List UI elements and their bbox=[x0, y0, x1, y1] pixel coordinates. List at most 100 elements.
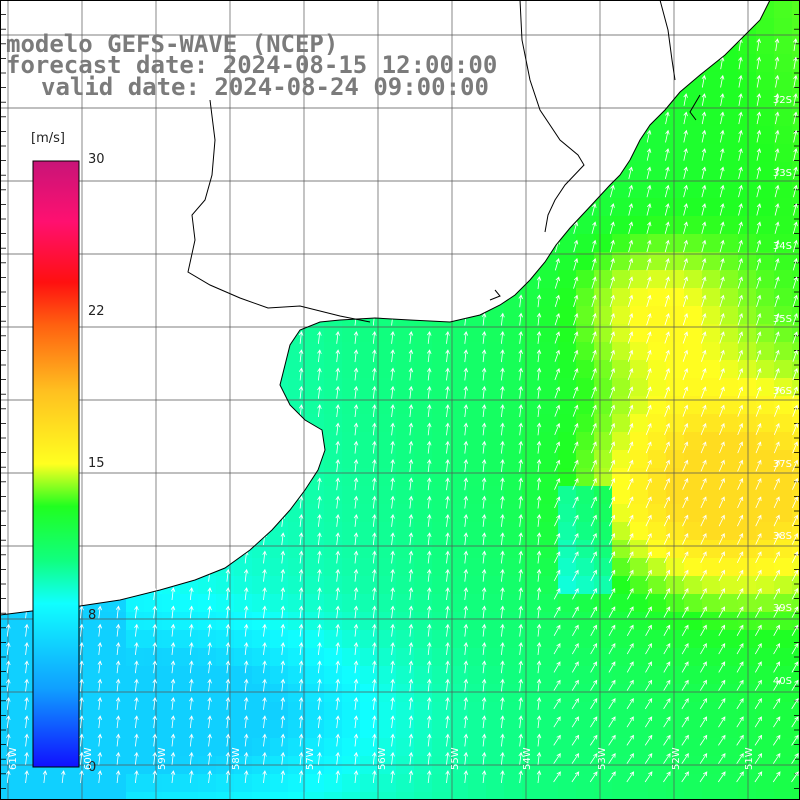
wind-arrow bbox=[372, 513, 377, 527]
speed-cell bbox=[594, 774, 612, 792]
speed-cell bbox=[774, 18, 792, 36]
wind-arrow bbox=[590, 661, 598, 673]
colorbar-tick-0: 0 bbox=[88, 760, 97, 775]
speed-cell bbox=[540, 522, 558, 540]
speed-cell bbox=[108, 738, 126, 756]
speed-cell bbox=[720, 108, 738, 126]
wind-arrow bbox=[755, 404, 762, 417]
wind-arrow bbox=[554, 459, 561, 472]
speed-cell bbox=[468, 612, 486, 630]
speed-cell bbox=[234, 774, 252, 792]
speed-cell bbox=[432, 432, 450, 450]
speed-cell bbox=[612, 414, 630, 432]
wind-arrow bbox=[481, 770, 487, 784]
wind-arrow bbox=[720, 148, 725, 161]
wind-arrow bbox=[298, 330, 304, 344]
speed-cell bbox=[558, 270, 576, 288]
wind-arrow bbox=[463, 513, 469, 527]
wind-arrow bbox=[754, 642, 762, 655]
wind-arrow bbox=[627, 514, 634, 527]
wind-arrow bbox=[553, 587, 561, 600]
speed-cell bbox=[396, 720, 414, 738]
speed-cell bbox=[630, 270, 648, 288]
speed-cell bbox=[612, 198, 630, 216]
wind-arrow bbox=[500, 605, 505, 619]
wind-arrow bbox=[683, 111, 688, 125]
wind-arrow bbox=[773, 551, 780, 563]
speed-cell bbox=[108, 774, 126, 792]
speed-cell bbox=[558, 612, 576, 630]
wind-arrow bbox=[335, 367, 340, 381]
wind-arrow bbox=[97, 678, 103, 692]
wind-arrow bbox=[390, 751, 395, 765]
speed-cell bbox=[738, 648, 756, 666]
wind-arrow bbox=[645, 496, 652, 509]
wind-arrow bbox=[298, 715, 304, 729]
speed-cell bbox=[216, 666, 234, 684]
speed-cell bbox=[378, 702, 396, 720]
wind-arrow bbox=[754, 771, 763, 783]
speed-cell bbox=[396, 648, 414, 666]
speed-cell bbox=[648, 630, 666, 648]
wind-arrow bbox=[500, 513, 505, 527]
wind-arrow bbox=[353, 495, 359, 509]
speed-cell bbox=[234, 612, 252, 630]
speed-cell bbox=[504, 720, 522, 738]
wind-arrow bbox=[390, 715, 395, 729]
speed-cell bbox=[288, 720, 306, 738]
wind-arrow bbox=[152, 733, 157, 747]
speed-cell bbox=[774, 108, 792, 126]
speed-cell bbox=[612, 342, 630, 360]
speed-cell bbox=[270, 738, 288, 756]
speed-cell bbox=[522, 666, 540, 684]
speed-cell bbox=[0, 774, 18, 792]
speed-cell bbox=[792, 360, 800, 378]
wind-arrow bbox=[518, 349, 523, 363]
wind-arrow bbox=[664, 257, 670, 271]
wind-arrow bbox=[408, 550, 414, 564]
speed-cell bbox=[414, 774, 432, 792]
speed-cell bbox=[702, 486, 720, 504]
speed-cell bbox=[612, 378, 630, 396]
speed-cell bbox=[576, 666, 594, 684]
speed-cell bbox=[90, 702, 108, 720]
speed-cell bbox=[576, 216, 594, 234]
wind-arrow bbox=[754, 679, 762, 691]
speed-cell bbox=[702, 774, 720, 792]
speed-cell bbox=[702, 162, 720, 180]
speed-cell bbox=[612, 180, 630, 198]
speed-cell bbox=[540, 792, 558, 800]
speed-cell bbox=[450, 648, 468, 666]
speed-cell bbox=[468, 450, 486, 468]
wind-arrow bbox=[445, 440, 450, 454]
speed-cell bbox=[450, 738, 468, 756]
speed-cell bbox=[720, 720, 738, 738]
speed-cell bbox=[774, 288, 792, 306]
speed-cell bbox=[756, 666, 774, 684]
speed-cell bbox=[594, 360, 612, 378]
wind-arrow bbox=[152, 623, 157, 637]
wind-arrow bbox=[665, 166, 670, 179]
wind-arrow bbox=[553, 716, 561, 728]
speed-cell bbox=[522, 396, 540, 414]
speed-cell bbox=[360, 468, 378, 486]
wind-arrow bbox=[298, 550, 304, 564]
speed-cell bbox=[720, 774, 738, 792]
wind-arrow bbox=[736, 551, 744, 563]
wind-arrow bbox=[536, 513, 542, 527]
wind-arrow bbox=[262, 678, 267, 692]
speed-cell bbox=[558, 468, 576, 486]
speed-cell bbox=[756, 468, 774, 486]
speed-cell bbox=[558, 324, 576, 342]
wind-arrow bbox=[426, 660, 432, 674]
speed-cell bbox=[504, 432, 522, 450]
speed-cell bbox=[396, 414, 414, 432]
speed-cell bbox=[0, 720, 18, 738]
wind-arrow bbox=[189, 715, 194, 729]
wind-arrow bbox=[554, 422, 561, 436]
speed-cell bbox=[126, 774, 144, 792]
speed-cell bbox=[450, 612, 468, 630]
wind-arrow bbox=[317, 477, 322, 491]
speed-cell bbox=[612, 216, 630, 234]
wind-arrow bbox=[445, 495, 450, 509]
